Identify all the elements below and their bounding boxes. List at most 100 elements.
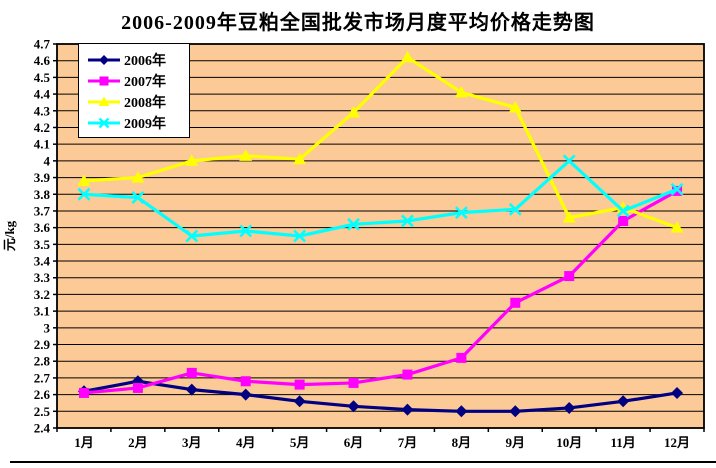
y-tick-label: 2.9 [34,337,51,352]
series-2006年-marker-diamond [509,405,522,418]
series-2009年-marker-x [454,206,468,220]
legend-swatch-diamond-icon [88,54,120,65]
x-tick-label: 6月 [344,435,364,450]
series-2009年-marker-x [347,217,360,231]
legend-label: 2009年 [124,116,166,132]
y-tick-label: 4.7 [34,37,51,52]
series-2007年-marker-square [78,387,89,398]
series-2007年-marker-square [240,376,251,387]
series-2009年-marker-x [77,187,91,201]
y-tick-label: 4.4 [34,87,51,102]
y-tick-label: 2.4 [34,421,51,436]
series-line-2008年 [83,55,678,230]
series-2008年-marker-triangle [508,100,522,113]
y-tick-label: 3.7 [34,203,51,218]
series-2006年-marker-diamond [455,405,468,418]
series-2007年-marker-square [510,297,521,308]
legend-swatch-square-icon [88,76,120,85]
x-tick-label: 8月 [452,435,472,450]
chart-title: 2006-2009年豆粕全国批发市场月度平均价格走势图 [121,12,595,34]
series-2008年-marker-triangle [293,152,307,165]
legend-item-2008年: 2008年 [87,91,189,112]
series-2009年-marker-x [131,191,145,205]
x-tick-label: 10月 [556,435,582,450]
series-2006年-marker-diamond [563,401,576,414]
series-2009年-marker-x [562,154,576,168]
y-tick-label: 3.3 [34,270,51,285]
series-2008年-marker-triangle [185,154,199,166]
series-2008年-marker-triangle [239,149,253,161]
x-tick-label: 2月 [128,435,148,450]
legend: 2006年 2007年 2008年 2009年 [78,43,190,138]
series-2007年-marker-square [348,377,359,388]
y-tick-label: 3.1 [34,304,50,319]
series-2006年-marker-diamond [239,388,252,401]
series-2006年-marker-diamond [401,403,414,416]
legend-swatch-triangle-icon [88,96,120,106]
series-2007年-marker-square [564,271,575,282]
series-2008年-marker-triangle [562,211,576,223]
legend-label: 2008年 [124,95,166,111]
series-2007年-marker-square [618,215,629,226]
series-line-2006年 [83,379,678,413]
y-tick-label: 4.2 [34,120,50,135]
series-2008年-marker-triangle [400,50,414,63]
legend-label: 2006年 [124,53,166,69]
series-2007年-marker-square [186,367,197,378]
series-2006年-marker-diamond [671,386,684,399]
x-tick-label: 5月 [290,435,310,450]
y-tick-label: 3.5 [34,237,51,252]
y-tick-label: 3.4 [34,254,51,269]
y-tick-label: 2.7 [34,370,51,385]
series-2009年-marker-x [293,229,307,243]
series-2009年-marker-x [670,182,684,196]
series-2006年-marker-diamond [185,383,198,396]
legend-item-2006年: 2006年 [87,49,189,70]
x-tick-label: 3月 [182,435,202,450]
x-tick-label: 9月 [506,435,526,450]
series-2006年-marker-diamond [293,395,306,408]
y-tick-label: 2.6 [34,387,51,402]
series-2009年-marker-x [185,229,199,243]
y-tick-label: 3.9 [34,170,51,185]
y-tick-label: 4.6 [34,53,51,68]
y-tick-label: 4.5 [34,70,51,85]
x-tick-label: 4月 [236,435,256,450]
series-2007年-marker-square [402,369,413,380]
series-2006年-marker-diamond [617,395,630,408]
y-tick-label: 4 [44,153,51,168]
series-2006年-marker-diamond [347,400,360,413]
series-2008年-marker-triangle [347,105,361,118]
x-tick-label: 1月 [74,435,94,450]
series-2009年-marker-x [239,224,253,238]
legend-swatch-x-icon [88,117,120,128]
y-tick-label: 3.2 [34,287,50,302]
y-tick-label: 2.5 [34,404,51,419]
series-2008年-marker-triangle [131,171,145,183]
y-tick-label: 3 [44,320,51,335]
chart-frame-edge [10,461,716,463]
series-2008年-marker-triangle [454,85,468,98]
legend-item-2009年: 2009年 [87,112,189,133]
y-tick-label: 3.6 [34,220,51,235]
x-tick-label: 12月 [664,435,690,450]
y-tick-label: 4.1 [34,137,50,152]
plot-border [56,43,705,429]
legend-item-2007年: 2007年 [87,70,189,91]
series-2008年-marker-triangle [77,174,91,186]
y-tick-label: 3.8 [34,187,51,202]
series-2009年-marker-x [616,204,630,218]
series-2009年-marker-x [508,202,522,216]
series-line-2007年 [83,189,678,395]
x-tick-label: 11月 [610,435,635,450]
x-tick-label: 7月 [398,435,418,450]
series-2007年-marker-square [294,379,305,390]
series-2007年-marker-square [456,352,467,363]
y-axis-title: 元/kg [2,220,17,251]
series-2009年-marker-x [401,214,414,228]
y-tick-label: 2.8 [34,354,51,369]
series-2008年-marker-triangle [670,221,684,233]
series-2007年-marker-square [132,382,143,393]
